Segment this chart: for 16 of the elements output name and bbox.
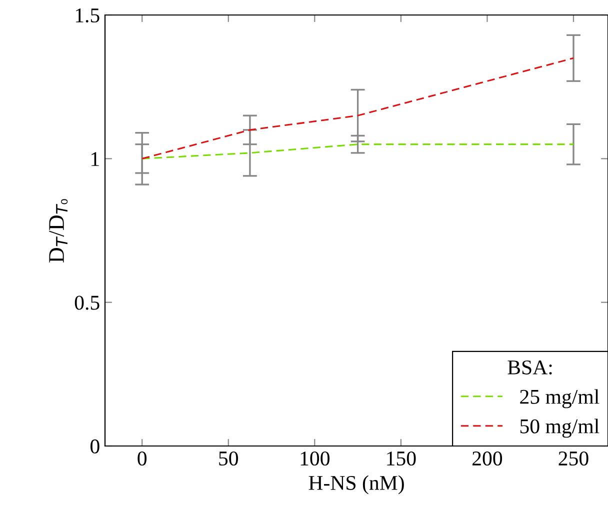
y-tick-label: 0: [90, 439, 100, 454]
line-series: [141, 57, 574, 160]
x-tick-label: 0: [138, 451, 147, 466]
y-axis-title: D$_{T}$/D$_{T₀}$: [49, 199, 68, 263]
y-tick-label: 0.5: [74, 296, 100, 310]
legend-label: 50 mg/ml: [520, 418, 600, 438]
legend-title: BSA:: [508, 360, 552, 375]
x-tick-label: 150: [387, 451, 416, 466]
x-tick-label: 100: [300, 451, 330, 466]
x-axis-title: H-NS (nM): [308, 475, 404, 494]
x-tick-label: 250: [558, 451, 588, 466]
y-tick-label: 1.5: [76, 8, 100, 23]
legend-label: 25 mg/ml: [520, 389, 600, 408]
x-tick-label: 50: [219, 451, 238, 466]
x-tick-label: 200: [472, 451, 502, 466]
y-tick-label: 1: [92, 152, 99, 166]
